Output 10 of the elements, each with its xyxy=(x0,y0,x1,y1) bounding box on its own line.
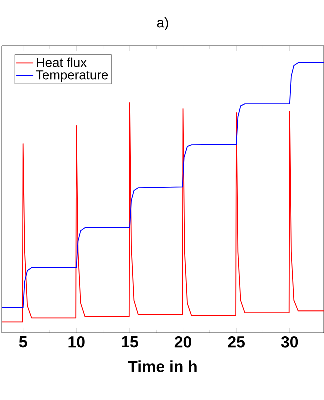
x-tick-label: 30 xyxy=(281,336,298,348)
x-tick-label: 25 xyxy=(228,336,245,348)
x-tick-label: 10 xyxy=(68,336,85,348)
x-axis-title: Time in h xyxy=(128,360,197,372)
legend-label: Heat flux xyxy=(37,58,87,68)
x-tick-label: 15 xyxy=(122,336,138,348)
legend-label: Temperature xyxy=(36,70,108,82)
x-tick-label: 5 xyxy=(19,336,28,348)
chart-title: a) xyxy=(157,18,168,30)
x-tick-label: 20 xyxy=(174,336,192,348)
